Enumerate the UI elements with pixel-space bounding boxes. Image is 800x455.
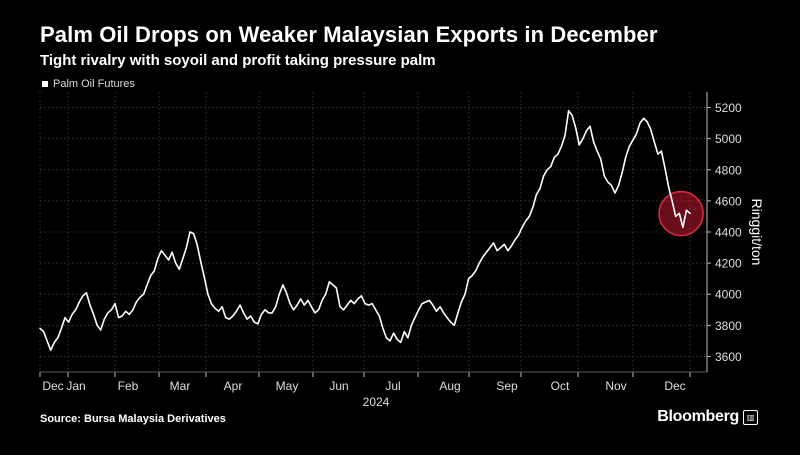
x-tick-label: Dec [664, 379, 685, 393]
legend-swatch [42, 81, 48, 87]
legend: Palm Oil Futures [42, 78, 135, 90]
x-tick-label: Oct [551, 379, 570, 393]
x-tick-label: May [276, 379, 299, 393]
x-tick-label: Feb [118, 379, 139, 393]
y-tick-label: 5200 [715, 101, 742, 115]
brand-logo: Bloomberg ▥ [657, 408, 758, 426]
y-tick-label: 5000 [715, 132, 742, 146]
chart-subtitle: Tight rivalry with soyoil and profit tak… [40, 52, 436, 69]
y-tick-label: 3600 [715, 350, 742, 364]
x-tick-label: Dec [42, 379, 63, 393]
y-tick-label: 3800 [715, 319, 742, 333]
series-layer [39, 109, 691, 351]
x-tick-label: Mar [170, 379, 191, 393]
chart-title: Palm Oil Drops on Weaker Malaysian Expor… [40, 22, 658, 47]
x-tick-label: Jan [66, 379, 85, 393]
x-tick-label: Sep [496, 379, 518, 393]
y-tick-label: 4000 [715, 288, 742, 302]
highlight-circle [658, 190, 704, 237]
brand-name: Bloomberg [657, 408, 739, 425]
grid-lines [39, 92, 707, 372]
series-line-palm-oil-futures [39, 109, 691, 351]
x-tick-label: Jun [329, 379, 348, 393]
highlight-layer [658, 190, 704, 237]
x-tick-label: Aug [439, 379, 460, 393]
y-axis-title: Ringgit/ton [749, 199, 765, 266]
source-note: Source: Bursa Malaysia Derivatives [40, 413, 226, 425]
x-tick-label: Nov [605, 379, 626, 393]
y-tick-label: 4800 [715, 163, 742, 177]
y-tick-label: 4400 [715, 226, 742, 240]
x-axis-year-label: 2024 [363, 395, 390, 409]
bloomberg-mark-icon: ▥ [743, 409, 758, 425]
x-tick-label: Jul [385, 379, 400, 393]
y-tick-label: 4200 [715, 257, 742, 271]
x-tick-label: Apr [224, 379, 243, 393]
legend-label: Palm Oil Futures [53, 78, 135, 90]
y-tick-label: 4600 [715, 194, 742, 208]
axis-layer: 3600 3800 4000 4200 4400 4600 4800 5000 5200 Ring… [39, 92, 765, 409]
